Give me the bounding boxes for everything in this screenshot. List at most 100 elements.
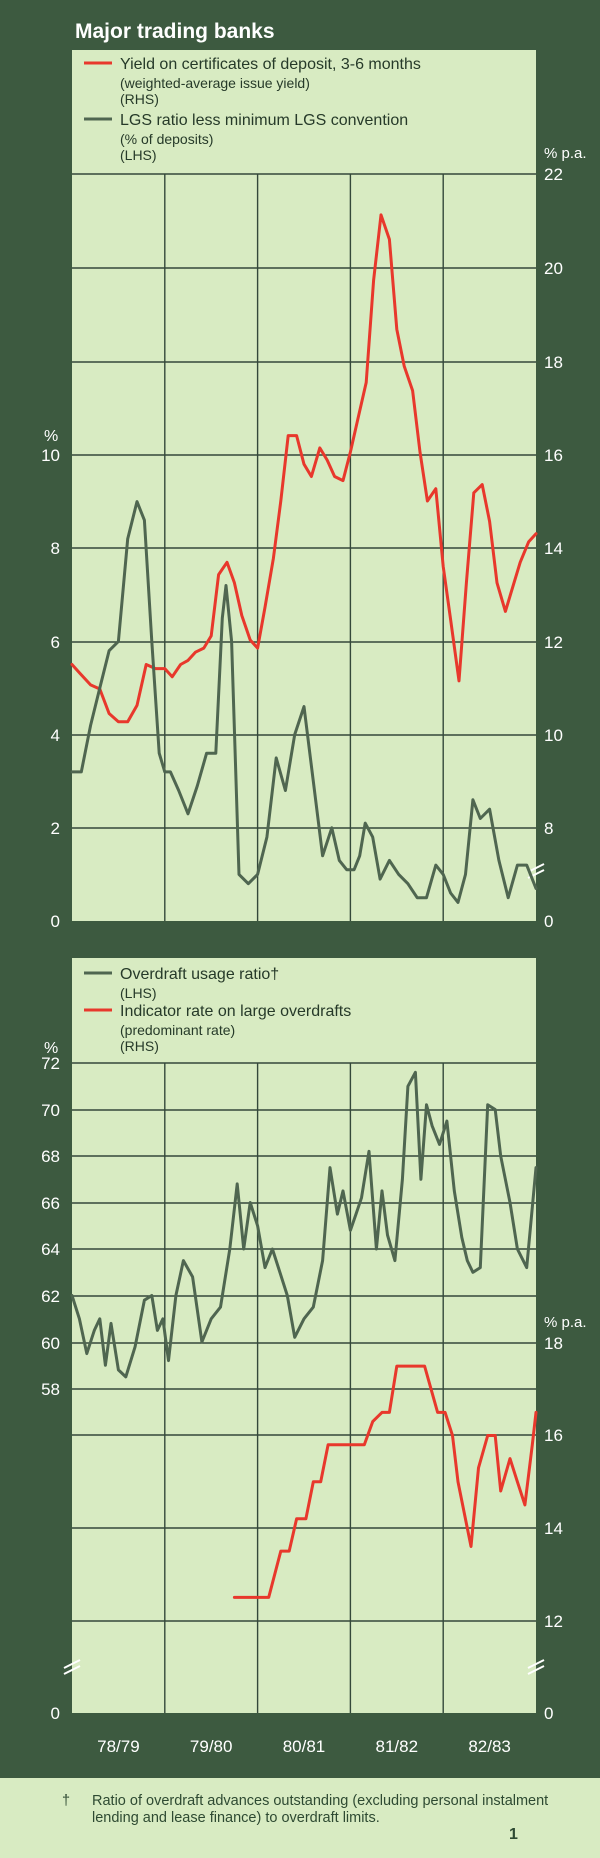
chart2-series-2-point (516, 1481, 519, 1483)
chart1-series-1-point (272, 557, 275, 559)
chart1-legend-sub-2: (% of deposits) (120, 131, 213, 147)
chart2-series-1-point (156, 1329, 159, 1332)
chart1-series-2-point (364, 822, 367, 824)
chart1-series-2-point (143, 519, 146, 521)
chart2-series-2-point (499, 1490, 502, 1492)
chart2-left-tick-label: 62 (41, 1287, 60, 1306)
chart1-left-tick-label: 2 (51, 819, 60, 838)
chart2-series-1-point (499, 1155, 502, 1157)
chart2-series-1-point (375, 1248, 378, 1250)
chart2-series-2-point (524, 1504, 526, 1506)
chart2-series-1-point (293, 1336, 296, 1339)
chart1-series-2-point (464, 873, 467, 876)
chart1-series-1-point (256, 647, 259, 649)
chart1-series-1-point (465, 582, 468, 584)
chart2-series-2-point (288, 1550, 291, 1552)
chart2-series-1-point (117, 1369, 120, 1371)
chart1-series-1-point (419, 451, 421, 453)
chart2-series-2-point (477, 1467, 480, 1469)
chart1-series-1-point (333, 475, 336, 478)
chart2-legend-sub-2: (predominant rate) (120, 1022, 235, 1038)
chart2-series-1-point (93, 1329, 96, 1332)
chart1-series-2-point (158, 752, 160, 754)
chart1-series-2-point (187, 813, 189, 815)
chart2-series-1-point (472, 1271, 474, 1274)
chart1-series-1-point (342, 479, 344, 482)
chart1-right-tick-label: 8 (544, 819, 553, 838)
chart2-left-tick-label: 0 (51, 1704, 60, 1723)
chart1-series-2-point (416, 896, 419, 899)
chart1-series-1-point (210, 635, 212, 637)
chart2-plot-area (72, 958, 536, 1713)
chart1-series-2-point (321, 855, 324, 857)
chart1-series-1-point (303, 463, 305, 466)
chart2-left-tick-label: 68 (41, 1147, 60, 1166)
chart2-series-1-point (425, 1104, 428, 1106)
chart1-series-1-point (435, 487, 437, 490)
chart2-right-tick-label: 18 (544, 1334, 563, 1353)
chart2-series-1-point (453, 1190, 456, 1192)
chart1-series-2-point (358, 855, 361, 857)
chart1-series-2-point (230, 640, 233, 643)
chart1-right-tick-label: 12 (544, 633, 563, 652)
chart2-series-1-point (286, 1294, 289, 1297)
chart1-series-1-point (349, 451, 352, 453)
chart1-series-2-point (371, 836, 374, 838)
chart2-series-1-point (219, 1306, 222, 1308)
chart2-series-1-point (110, 1322, 112, 1325)
chart2-right-tick-label: 0 (544, 1704, 553, 1723)
chart1-series-2-point (225, 584, 227, 587)
chart1-series-1-point (380, 214, 382, 216)
chart1-series-2-point (425, 896, 428, 899)
chart1-series-1-point (512, 586, 514, 588)
chart1-left-tick-label: 0 (51, 912, 60, 931)
chart1-series-1-point (78, 671, 81, 674)
chart1-series-2-point (407, 882, 409, 885)
chart1-right-tick-label: 16 (544, 446, 563, 465)
chart1-series-2-point (275, 757, 278, 759)
chart2-series-2-point (334, 1444, 337, 1446)
chart2-series-2-point (403, 1365, 406, 1367)
chart2-series-2-point (305, 1518, 307, 1520)
chart1-series-1-point (326, 459, 329, 461)
chart2-series-1-point (368, 1150, 370, 1153)
chart1-left-tick-label: 8 (51, 539, 60, 558)
chart2-series-1-point (466, 1259, 469, 1262)
chart1-series-1-point (179, 663, 182, 666)
chart1-series-1-point (473, 492, 475, 494)
chart1-series-1-point (411, 389, 414, 392)
chart2-series-2-point (381, 1411, 383, 1414)
chart2-left-tick-label: 72 (41, 1054, 60, 1073)
chart2-series-1-point (143, 1299, 146, 1301)
chart1-left-tick-label: 10 (41, 446, 60, 465)
chart1-series-1-point (319, 447, 321, 449)
chart1-series-1-point (89, 684, 92, 686)
chart2-series-1-point (229, 1248, 231, 1250)
chart1-series-1-point (535, 532, 537, 535)
chart2-series-1-point (201, 1341, 203, 1343)
chart2-series-1-point (271, 1248, 274, 1250)
chart2-series-1-point (312, 1306, 315, 1308)
chart2-series-1-point (78, 1318, 81, 1320)
chart2-series-1-point (461, 1236, 463, 1239)
chart2-series-1-point (249, 1201, 251, 1204)
chart2-series-1-point (99, 1318, 101, 1320)
chart1-series-2-point (205, 752, 208, 754)
chart1-series-1-point (280, 500, 282, 502)
chart2-break-stroke (63, 1665, 81, 1675)
chart2-right-axis-break (527, 1659, 545, 1675)
footnote-mark: † (62, 1793, 71, 1809)
chart1-legend-axis-2: (LHS) (120, 147, 157, 163)
chart2-series-2-point (444, 1411, 446, 1414)
chart1-break-stroke (527, 863, 545, 873)
chart1-series-2-point (457, 901, 459, 904)
chart2-series-2-point (457, 1481, 459, 1483)
chart1-series-2-point (266, 836, 268, 838)
chart2-series-1-point (525, 1266, 528, 1269)
chart1-series-2-point (99, 687, 101, 689)
chart2-series-1-point (151, 1294, 153, 1297)
chart1-series-1-point (449, 618, 452, 621)
chart1-series-1-point (372, 279, 375, 282)
chart2-series-1-point (71, 1294, 73, 1297)
